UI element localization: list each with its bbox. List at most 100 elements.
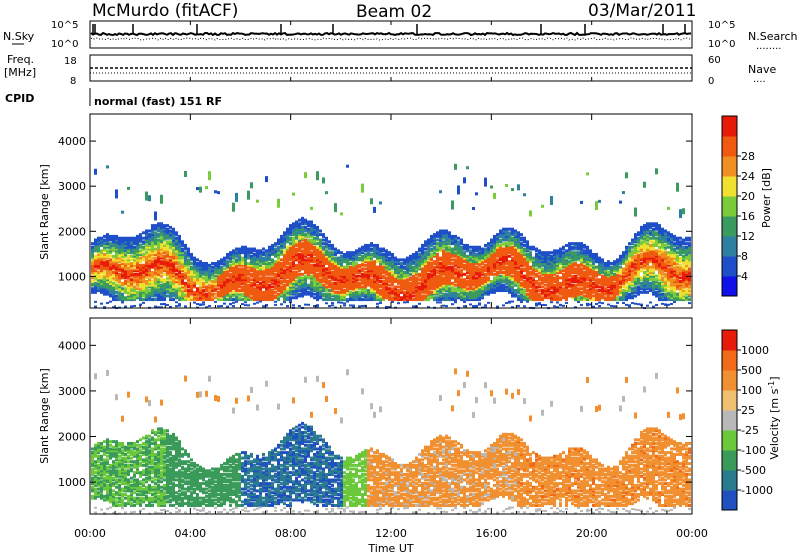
power-cell bbox=[316, 281, 319, 285]
power-cell bbox=[142, 290, 145, 294]
power-cell bbox=[448, 234, 451, 238]
power-cell bbox=[295, 227, 298, 231]
power-cell bbox=[139, 272, 142, 276]
power-cell bbox=[160, 256, 163, 260]
power-cell bbox=[391, 271, 394, 275]
power-cell bbox=[250, 247, 253, 251]
power-cell bbox=[355, 296, 358, 300]
power-cell bbox=[217, 283, 220, 287]
power-cell bbox=[298, 231, 301, 235]
power-cell bbox=[94, 261, 97, 265]
power-cell bbox=[94, 249, 97, 253]
power-cell bbox=[385, 260, 388, 264]
power-cell bbox=[511, 274, 514, 278]
power-cell bbox=[124, 258, 127, 262]
power-cell bbox=[505, 285, 508, 289]
power-cell bbox=[217, 276, 220, 280]
power-cell bbox=[286, 271, 289, 275]
power-cell bbox=[175, 281, 178, 285]
power-cell bbox=[268, 276, 271, 280]
power-cell bbox=[289, 289, 292, 293]
power-cell bbox=[148, 265, 151, 269]
power-cell bbox=[298, 238, 301, 242]
power-cell bbox=[235, 265, 238, 269]
power-cell bbox=[424, 287, 427, 291]
power-cell bbox=[406, 294, 409, 298]
power-cell bbox=[190, 258, 193, 262]
power-cell bbox=[130, 238, 133, 242]
power-cell bbox=[355, 281, 358, 285]
power-cell bbox=[376, 289, 379, 293]
power-cell bbox=[295, 251, 298, 255]
power-cell bbox=[418, 252, 421, 256]
power-cell bbox=[118, 242, 121, 246]
power-cell bbox=[397, 272, 400, 276]
power-cell bbox=[439, 298, 442, 302]
power-cell bbox=[391, 263, 394, 267]
power-cell bbox=[340, 272, 343, 276]
power-cell bbox=[277, 263, 280, 267]
power-cell bbox=[160, 233, 163, 237]
power-cell bbox=[124, 249, 127, 253]
power-cell bbox=[472, 245, 475, 249]
power-cell bbox=[409, 276, 412, 280]
power-cell bbox=[394, 271, 397, 275]
power-cell bbox=[262, 274, 265, 278]
power-cell bbox=[166, 278, 169, 282]
power-cell bbox=[397, 294, 400, 298]
power-cell bbox=[259, 300, 262, 303]
power-cell bbox=[247, 263, 250, 267]
power-cell bbox=[361, 292, 364, 296]
power-cell bbox=[232, 298, 235, 302]
power-cell bbox=[187, 298, 190, 302]
power-cell bbox=[145, 191, 148, 201]
power-cell bbox=[454, 236, 457, 240]
power-cell bbox=[289, 236, 292, 240]
power-cell bbox=[181, 254, 184, 258]
power-cell bbox=[334, 256, 337, 260]
power-cell bbox=[406, 272, 409, 276]
power-cell bbox=[229, 252, 232, 256]
power-cell bbox=[505, 302, 508, 305]
power-cell bbox=[181, 267, 184, 271]
power-cell bbox=[328, 261, 331, 265]
power-cell bbox=[223, 292, 226, 296]
power-cell bbox=[121, 298, 124, 302]
power-cell bbox=[571, 242, 574, 246]
power-cell bbox=[310, 274, 313, 278]
power-cell bbox=[307, 227, 310, 231]
power-cell bbox=[385, 267, 388, 271]
power-cell bbox=[520, 281, 523, 285]
power-cell bbox=[451, 285, 454, 289]
power-cell bbox=[133, 278, 136, 282]
power-cell bbox=[229, 292, 232, 296]
power-cell bbox=[268, 287, 271, 291]
power-cell bbox=[487, 276, 490, 280]
power-cell bbox=[127, 283, 130, 287]
power-cell bbox=[349, 256, 352, 260]
power-cell bbox=[358, 251, 361, 255]
power-cell bbox=[277, 285, 280, 289]
power-cell bbox=[229, 254, 232, 258]
power-cell bbox=[175, 267, 178, 271]
power-cell bbox=[364, 243, 367, 247]
power-cell bbox=[199, 263, 202, 267]
power-cell bbox=[373, 278, 376, 282]
power-cell bbox=[274, 300, 277, 303]
power-cell bbox=[421, 287, 424, 291]
power-cell bbox=[229, 290, 232, 294]
power-cell bbox=[379, 265, 382, 269]
power-cell bbox=[304, 251, 307, 255]
power-cell bbox=[304, 229, 307, 233]
power-cell bbox=[142, 271, 145, 275]
power-cell bbox=[238, 278, 241, 282]
power-cell bbox=[262, 292, 265, 296]
power-cell bbox=[415, 260, 418, 264]
power-cell bbox=[424, 278, 427, 282]
power-cell bbox=[253, 276, 256, 280]
power-cell bbox=[265, 265, 268, 269]
power-cell bbox=[448, 290, 451, 294]
power-cell bbox=[220, 280, 223, 284]
power-cell bbox=[448, 249, 451, 253]
freq-right-dots: .... bbox=[753, 74, 766, 85]
